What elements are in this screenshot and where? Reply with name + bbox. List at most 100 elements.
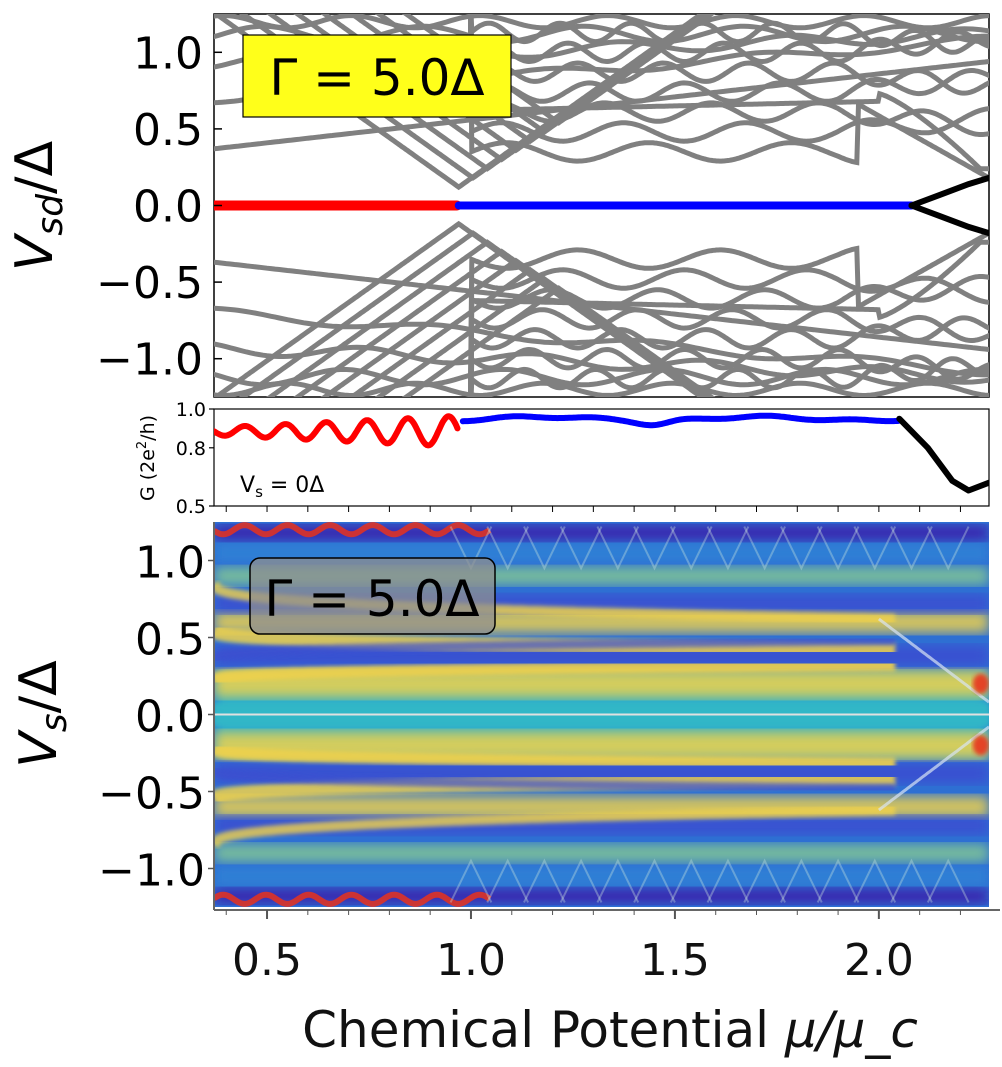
top-bulk-band xyxy=(467,230,989,397)
heatmap-lattice-line xyxy=(816,858,860,903)
heatmap-lattice-line xyxy=(853,526,897,571)
top-bulk-band xyxy=(214,380,989,397)
bottom-x-tick-label: 0.5 xyxy=(232,935,302,986)
top-bulk-band xyxy=(468,14,989,65)
heatmap-lattice-line xyxy=(669,526,713,571)
top-bulk-band xyxy=(401,14,716,126)
top-bulk-band xyxy=(468,14,989,96)
top-y-tick-label: 0.5 xyxy=(133,105,203,156)
heatmap-lattice-line xyxy=(890,526,933,571)
conductance-lines xyxy=(214,412,989,494)
heatmap-lattice-line xyxy=(743,526,786,571)
conductance-line-black xyxy=(896,415,989,494)
heatmap-arc xyxy=(214,743,896,770)
top-annotation-box: Γ = 5.0Δ xyxy=(242,34,512,118)
heatmap xyxy=(214,522,989,907)
top-y-label-text: Vsd/Δ xyxy=(5,140,71,271)
bottom-y-label-text: Vs/Δ xyxy=(9,660,75,768)
top-annotation-text: Γ = 5.0Δ xyxy=(269,49,484,107)
heatmap-lattice-line xyxy=(633,858,676,903)
heatmap-edge-wave xyxy=(214,891,492,907)
bottom-y-tick-label: 1.0 xyxy=(135,538,205,589)
heatmap-arc xyxy=(214,766,896,793)
top-zero-modes xyxy=(214,174,989,237)
heatmap-lattice-line xyxy=(706,526,750,571)
heatmap-lattice-line xyxy=(523,526,566,571)
heatmap-lattice-line xyxy=(853,858,897,903)
top-y-tick-label: −0.5 xyxy=(96,258,203,309)
middle-y-label: G (2e2/h) xyxy=(135,415,159,501)
bottom-y-tick-label: −0.5 xyxy=(98,769,205,820)
top-y-ticks: 1.0 0.5 0.0 −0.5 −1.0 xyxy=(96,28,222,386)
conductance-line-blue xyxy=(459,412,902,429)
top-panel: 1.0 0.5 0.0 −0.5 −1.0 Vsd/Δ Γ = 5.0Δ xyxy=(5,13,990,398)
middle-x-minor-ticks xyxy=(225,506,961,512)
bottom-x-ticks: 0.5 1.0 1.5 2.0 xyxy=(225,910,961,986)
bottom-y-ticks: 1.0 0.5 0.0 −0.5 −1.0 xyxy=(98,538,214,897)
top-y-tick-label: −1.0 xyxy=(96,335,203,386)
heatmap-lattice-line xyxy=(706,858,750,903)
bottom-x-tick-label: 1.5 xyxy=(640,935,710,986)
heatmap-lattice-line xyxy=(596,858,640,903)
heatmap-lattice-line xyxy=(780,858,823,903)
top-bulk-band xyxy=(401,285,716,397)
bottom-x-tick-label: 2.0 xyxy=(844,935,914,986)
top-y-tick-label: 0.0 xyxy=(133,182,203,233)
heatmap-stripe xyxy=(214,866,989,886)
top-bulk-band xyxy=(468,14,989,55)
heatmap-hotspot xyxy=(972,673,989,694)
heatmap-closing-line xyxy=(877,617,989,704)
heatmap-lattice-line xyxy=(780,526,823,571)
heatmap-stripe xyxy=(214,843,989,863)
top-annotation-background xyxy=(242,34,512,118)
heatmap-lattice xyxy=(449,526,970,903)
conductance-line-red xyxy=(214,413,461,449)
middle-y-label-text: G (2e2/h) xyxy=(135,415,159,501)
heatmap-arc xyxy=(214,659,896,686)
top-bulk-band xyxy=(468,14,989,104)
bottom-annotation-text: Γ = 5.0Δ xyxy=(264,570,479,628)
top-bulk-band xyxy=(467,14,989,181)
heatmap-lattice-line xyxy=(890,858,933,903)
top-bulk-band xyxy=(214,14,989,31)
top-bulk-band xyxy=(468,14,989,137)
bottom-y-tick-label: −1.0 xyxy=(98,846,205,897)
top-envelope-band xyxy=(468,14,989,172)
top-bulk-band xyxy=(468,307,989,397)
middle-y-tick-label: 1.0 xyxy=(176,399,206,421)
heatmap-lattice-line xyxy=(449,858,493,903)
heatmap-lattice-line xyxy=(523,858,566,903)
top-y-label: Vsd/Δ xyxy=(5,140,71,271)
heatmap-lattice-line xyxy=(559,526,603,571)
bottom-y-label: Vs/Δ xyxy=(9,660,75,768)
bottom-annotation-background xyxy=(249,557,496,635)
heatmap-edge-wave xyxy=(214,522,492,538)
heatmap-closing-line xyxy=(877,725,989,812)
middle-annotation: Vs = 0Δ xyxy=(240,473,324,501)
middle-y-tick-label: 0.8 xyxy=(176,438,206,460)
heatmap-lattice-line xyxy=(816,526,860,571)
heatmap-arc xyxy=(214,805,896,849)
bottom-annotation-box: Γ = 5.0Δ xyxy=(249,557,496,635)
heatmap-lattice-line xyxy=(743,858,786,903)
bottom-y-tick-label: 0.0 xyxy=(135,692,205,743)
heatmap-arc xyxy=(214,636,896,663)
top-envelope-band xyxy=(468,239,989,397)
heatmap-lattice-line xyxy=(669,858,713,903)
top-y-tick-label: 1.0 xyxy=(133,28,203,79)
top-split-mode-lower xyxy=(908,202,989,237)
top-bulk-band xyxy=(468,356,989,397)
top-bulk-band xyxy=(468,346,989,397)
top-bulk-band xyxy=(468,274,989,397)
heatmap-lattice-line xyxy=(486,858,529,903)
heatmap-lattice-line xyxy=(486,526,529,571)
middle-panel: 1.0 0.8 0.5 G (2e2/h) Vs = 0Δ xyxy=(135,399,990,518)
top-split-mode-upper xyxy=(908,174,989,209)
top-bulk-bands xyxy=(214,14,989,397)
bottom-panel: 1.0 0.5 0.0 −0.5 −1.0 0.5 1.0 1.5 2.0 Vs/Δ Chem… xyxy=(9,522,1000,1059)
heatmap-hotspot xyxy=(972,735,989,756)
top-bulk-band xyxy=(468,315,989,397)
middle-y-tick-label: 0.5 xyxy=(176,496,206,518)
bottom-x-tick-label: 1.0 xyxy=(436,935,506,986)
